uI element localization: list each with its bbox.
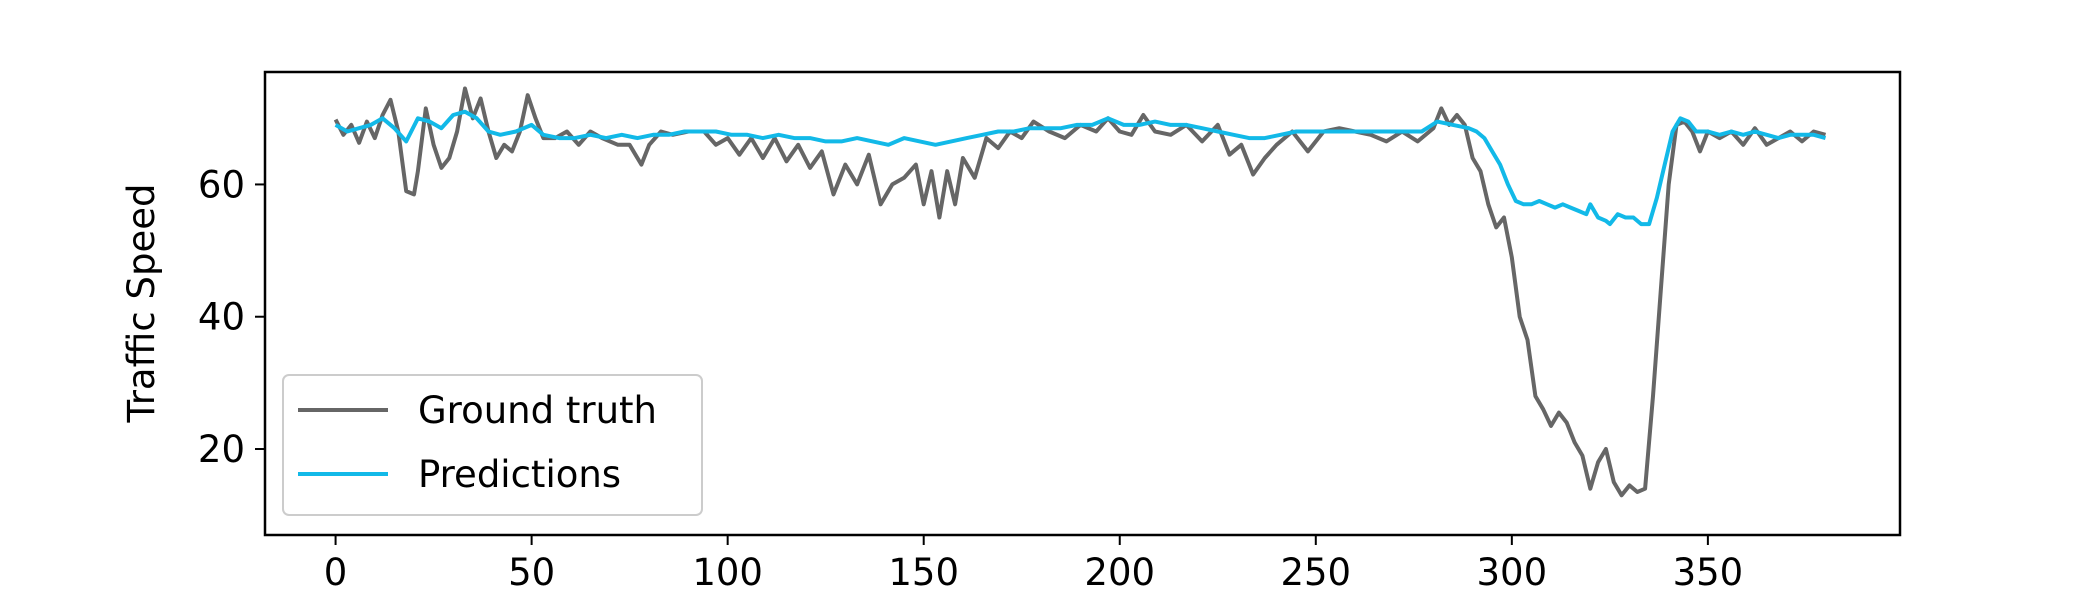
legend-label-predictions: Predictions: [418, 453, 621, 496]
x-tick-label: 50: [508, 551, 555, 594]
series-line-ground-truth: [333, 86, 1827, 498]
x-tick-label: 350: [1673, 551, 1744, 594]
y-tick-label: 40: [198, 296, 245, 339]
x-tick-label: 150: [888, 551, 959, 594]
x-tick-label: 0: [324, 551, 348, 594]
x-tick-label: 100: [692, 551, 763, 594]
y-axis-label: Traffic Speed: [120, 184, 163, 424]
legend: Ground truth Predictions: [282, 374, 703, 516]
y-tick-label: 60: [198, 163, 245, 206]
x-tick-label: 300: [1477, 551, 1548, 594]
y-axis: 20 40 60: [198, 163, 265, 471]
plot-frame: [263, 70, 1902, 537]
x-tick-label: 200: [1084, 551, 1155, 594]
series-line-predictions: [334, 109, 1827, 227]
series-layer: [333, 86, 1827, 498]
x-axis: 0 50 100 150 200 250 300 350: [324, 535, 1743, 594]
x-tick-label: 250: [1280, 551, 1351, 594]
legend-label-ground-truth: Ground truth: [418, 389, 657, 432]
y-tick-label: 20: [198, 428, 245, 471]
